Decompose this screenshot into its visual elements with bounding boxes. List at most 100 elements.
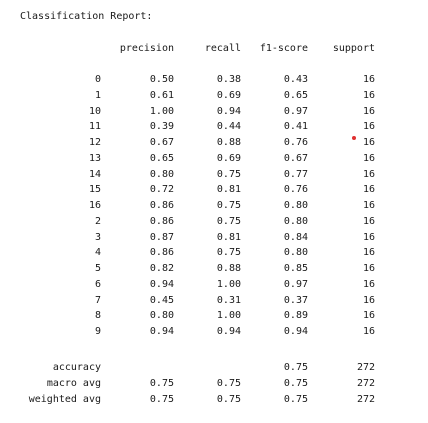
- precision-cell: 0.86: [149, 200, 174, 211]
- support-cell: 16: [362, 294, 375, 306]
- precision-cell: 0.75: [149, 393, 174, 405]
- recall-cell: 0.88: [216, 263, 241, 274]
- table-row: 5 0.82 0.88 0.85 16: [0, 262, 428, 276]
- recall-cell: 1.00: [216, 310, 241, 322]
- table-row: 11 0.39 0.44 0.41 16: [0, 120, 428, 134]
- row-label: 0: [94, 74, 101, 85]
- recall-cell: 0.75: [216, 168, 241, 180]
- table-row: 13 0.65 0.69 0.67 16: [0, 152, 428, 166]
- support-cell: 16: [362, 278, 375, 290]
- f1-score-cell: 0.65: [283, 89, 308, 101]
- recall-cell: 0.38: [216, 74, 241, 85]
- f1-score-cell: 0.84: [283, 231, 308, 243]
- table-row: 9 0.94 0.94 0.94 16: [0, 325, 428, 339]
- summary-row: macro avg 0.75 0.75 0.75 272: [0, 377, 428, 391]
- row-label: 5: [94, 263, 101, 274]
- recall-cell: 0.75: [216, 393, 241, 405]
- table-row: 1 0.61 0.69 0.65 16: [0, 89, 428, 103]
- precision-header: precision: [119, 43, 174, 54]
- precision-cell: 0.61: [149, 89, 174, 101]
- support-cell: 16: [362, 74, 375, 85]
- f1-score-cell: 0.67: [283, 152, 308, 164]
- table-row: 6 0.94 1.00 0.97 16: [0, 278, 428, 292]
- f1-score-header: f1-score: [259, 43, 308, 54]
- recall-cell: 0.75: [216, 247, 241, 259]
- support-cell: 16: [362, 231, 375, 243]
- support-cell: 16: [362, 326, 375, 337]
- red-dot-marker: [352, 136, 356, 140]
- support-cell: 16: [362, 184, 375, 196]
- table-row: 2 0.86 0.75 0.80 16: [0, 215, 428, 229]
- table-row: 8 0.80 1.00 0.89 16: [0, 309, 428, 323]
- recall-cell: 0.69: [216, 89, 241, 101]
- f1-score-cell: 0.97: [283, 278, 308, 290]
- table-row: 10 1.00 0.94 0.97 16: [0, 105, 428, 119]
- f1-score-cell: 0.89: [283, 310, 308, 322]
- recall-cell: 0.81: [216, 231, 241, 243]
- support-cell: 16: [362, 105, 375, 117]
- f1-score-cell: 0.80: [283, 215, 308, 227]
- f1-score-cell: 0.76: [283, 137, 308, 148]
- precision-cell: 0.50: [149, 74, 174, 85]
- summary-row: accuracy 0.75 272: [0, 361, 428, 375]
- f1-score-cell: 0.37: [283, 294, 308, 306]
- f1-score-cell: 0.76: [283, 184, 308, 196]
- row-label: macro avg: [46, 377, 101, 389]
- support-cell: 272: [356, 377, 375, 389]
- row-label: 16: [88, 200, 101, 211]
- precision-cell: 0.75: [149, 377, 174, 389]
- report-title: Classification Report:: [20, 11, 153, 22]
- recall-cell: 0.94: [216, 326, 241, 337]
- header-row: precision recall f1-score support: [0, 42, 428, 56]
- precision-cell: 0.94: [149, 326, 174, 337]
- table-row: 14 0.80 0.75 0.77 16: [0, 168, 428, 182]
- row-label: 11: [88, 121, 101, 133]
- recall-cell: 0.94: [216, 105, 241, 117]
- precision-cell: 0.39: [149, 121, 174, 133]
- table-row: 3 0.87 0.81 0.84 16: [0, 231, 428, 245]
- row-label: 12: [88, 137, 101, 148]
- support-cell: 16: [362, 200, 375, 211]
- support-cell: 16: [362, 89, 375, 101]
- f1-score-cell: 0.94: [283, 326, 308, 337]
- row-label: 2: [94, 215, 101, 227]
- support-cell: 272: [356, 362, 375, 373]
- row-label: 6: [94, 278, 101, 290]
- precision-cell: 0.94: [149, 278, 174, 290]
- support-cell: 16: [362, 215, 375, 227]
- f1-score-cell: 0.75: [283, 393, 308, 405]
- precision-cell: 0.82: [149, 263, 174, 274]
- f1-score-cell: 0.43: [283, 74, 308, 85]
- row-label: 14: [88, 168, 101, 180]
- table-row: 16 0.86 0.75 0.80 16: [0, 199, 428, 213]
- support-cell: 16: [362, 247, 375, 259]
- recall-cell: 0.75: [216, 377, 241, 389]
- row-label: 13: [88, 152, 101, 164]
- precision-cell: 0.45: [149, 294, 174, 306]
- table-row: 7 0.45 0.31 0.37 16: [0, 294, 428, 308]
- recall-cell: 1.00: [216, 278, 241, 290]
- f1-score-cell: 0.97: [283, 105, 308, 117]
- support-cell: 16: [362, 121, 375, 133]
- f1-score-cell: 0.41: [283, 121, 308, 133]
- precision-cell: 0.72: [149, 184, 174, 196]
- precision-cell: 0.67: [149, 137, 174, 148]
- recall-cell: 0.75: [216, 200, 241, 211]
- f1-score-cell: 0.77: [283, 168, 308, 180]
- row-label: 9: [94, 326, 101, 337]
- f1-score-cell: 0.85: [283, 263, 308, 274]
- precision-cell: 1.00: [149, 105, 174, 117]
- f1-score-cell: 0.80: [283, 247, 308, 259]
- precision-cell: 0.86: [149, 215, 174, 227]
- recall-cell: 0.69: [216, 152, 241, 164]
- precision-cell: 0.87: [149, 231, 174, 243]
- table-row: 4 0.86 0.75 0.80 16: [0, 246, 428, 260]
- recall-header: recall: [204, 43, 241, 54]
- row-label: 4: [94, 247, 101, 259]
- support-cell: 16: [362, 168, 375, 180]
- support-cell: 16: [362, 263, 375, 274]
- recall-cell: 0.88: [216, 137, 241, 148]
- support-cell: 16: [362, 137, 375, 148]
- recall-cell: 0.75: [216, 215, 241, 227]
- row-label: 8: [94, 310, 101, 322]
